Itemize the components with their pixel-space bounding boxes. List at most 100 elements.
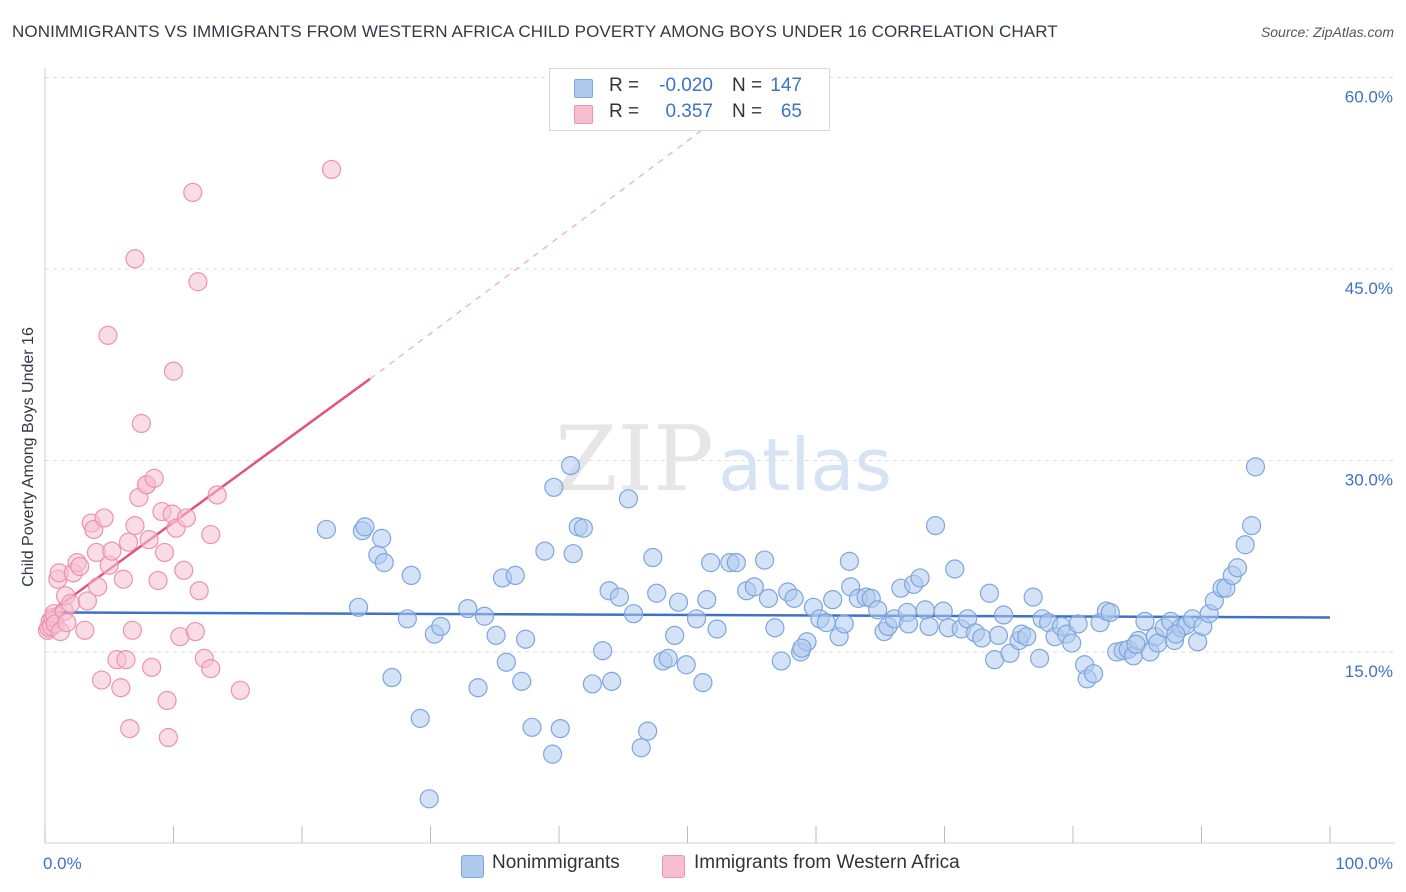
nonimmigrant-point [374,553,394,573]
legend-r-label: R = [609,75,640,96]
nonimmigrant-point [1227,558,1248,578]
immigrant-point [185,621,205,642]
nonimmigrant-point [631,738,651,758]
legend-label-immigrants: Immigrants from Western Africa [694,852,960,873]
nonimmigrant-point [994,605,1014,625]
nonimmigrant-point [550,718,570,739]
nonimmigrant-point [1235,535,1255,555]
immigrant-point [154,542,175,563]
source-label: Source: ZipAtlas.com [1260,24,1394,40]
legend-n-label: N = [732,75,763,96]
nonimmigrant-point [1166,624,1186,644]
y-tick-label: 45.0% [1345,279,1393,298]
immigrant-point [94,508,114,528]
immigrant-point [158,727,178,748]
nonimmigrant-point [1083,664,1104,684]
nonimmigrant-point [468,678,488,698]
watermark-atlas: atlas [718,423,892,507]
x-tick-label: 100.0% [1335,854,1393,873]
nonimmigrant-point [726,553,746,573]
immigrant-point [57,613,77,633]
tick-labels: 15.0% 30.0% 45.0% 60.0% 0.0% 100.0% [43,88,1393,874]
nonimmigrant-point [638,721,658,741]
nonimmigrant-point [486,625,506,646]
chart-title: NONIMMIGRANTS VS IMMIGRANTS FROM WESTERN… [12,22,1058,41]
correlation-legend: R = -0.020 N = 147 R = 0.357 N = 65 [549,68,830,131]
nonimmigrant-point [707,619,727,639]
immigrant-point [122,620,142,640]
immigrant-point [113,569,133,589]
nonimmigrant-point [593,641,613,661]
nonimmigrant-point [618,489,638,509]
legend-n-label: N = [732,101,763,122]
nonimmigrant-point [898,614,919,634]
immigrant-point [125,516,145,536]
nonimmigrant-point [410,708,430,728]
x-tick-label: 0.0% [43,854,82,873]
nonimmigrant-point [535,541,555,561]
y-tick-label: 15.0% [1345,662,1393,681]
nonimmigrant-point [348,597,369,617]
immigrant-point [120,718,140,739]
immigrant-point [174,560,194,580]
legend-swatch-pink [574,105,593,124]
legend-n-value: 147 [770,75,802,96]
legend-r-label: R = [609,101,640,122]
nonimmigrant-point [458,598,478,619]
nonimmigrant-point [382,667,402,688]
nonimmigrant-point [647,583,667,603]
nonimmigrant-point [686,609,707,629]
nonimmigrant-point [563,544,583,564]
immigrant-point [189,581,209,601]
immigrant-point [142,657,162,677]
nonimmigrant-point [316,519,337,540]
nonimmigrant-point [474,606,495,626]
nonimmigrant-point [945,559,965,579]
immigrant-point [125,249,145,269]
nonimmigrant-point [602,671,622,691]
nonimmigrant-point [823,590,843,610]
immigrant-point [118,532,139,552]
immigrant-point [75,620,95,640]
nonimmigrant-point [693,673,713,693]
immigrant-point [70,556,90,577]
nonimmigrant-point [505,565,525,586]
immigrant-point [144,468,164,488]
nonimmigrant-point [1100,602,1120,623]
immigrant-point [230,680,250,700]
nonimmigrant-point [915,600,935,620]
nonimmigrant-point [771,651,791,671]
legend-swatch-blue [574,79,593,98]
legend-swatch-nonimmigrants [461,855,484,878]
legend-label-nonimmigrants: Nonimmigrants [492,852,620,873]
nonimmigrant-point [676,655,696,675]
immigrant-point [102,541,122,561]
nonimmigrant-point [623,604,644,624]
nonimmigrant-point [701,553,721,573]
series-legend: Nonimmigrants Immigrants from Western Af… [0,852,1406,878]
nonimmigrant-point [765,618,785,638]
nonimmigrant-point [515,629,536,649]
legend-r-value: 0.357 [665,101,713,122]
trend-line-immigrants [44,377,371,618]
nonimmigrant-point [758,588,779,608]
immigrant-point [157,690,177,711]
nonimmigrant-point [560,456,581,476]
nonimmigrant-point [988,625,1009,646]
immigrant-point [91,670,112,690]
nonimmigrant-point [582,674,603,694]
nonimmigrant-point [697,590,717,610]
immigrant-point [183,182,203,202]
nonimmigrant-point [784,588,804,608]
immigrant-point [207,485,227,505]
nonimmigrant-point [1029,648,1050,668]
nonimmigrant-point [419,789,439,809]
nonimmigrant-point [1245,457,1266,477]
nonimmigrant-point [1062,633,1082,653]
trend-line-immigrants-extension [369,119,717,380]
immigrant-point [88,577,108,597]
immigrant-point [201,524,221,545]
nonimmigrant-point [1242,516,1262,536]
nonimmigrant-point [925,516,946,536]
